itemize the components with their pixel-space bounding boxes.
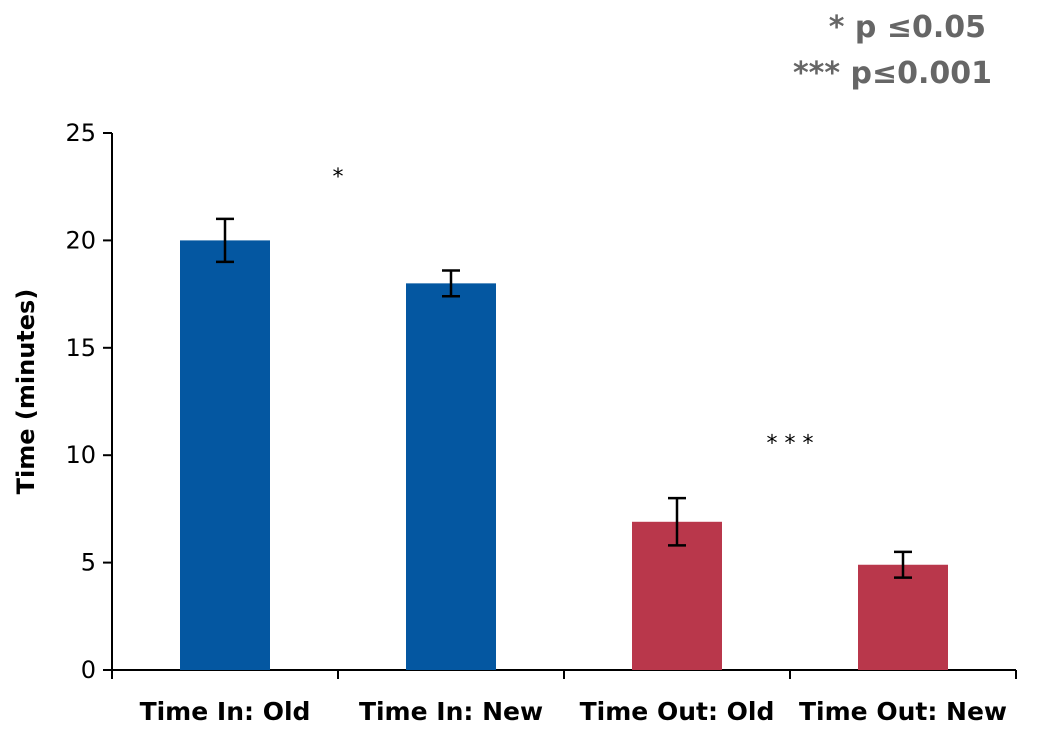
y-tick-label: 10 bbox=[65, 441, 96, 469]
y-axis: 0 5 10 15 20 25 bbox=[65, 119, 113, 684]
significance-legend-line-2: *** p≤0.001 bbox=[792, 56, 992, 91]
x-category-label: Time In: New bbox=[359, 697, 543, 726]
significance-annotation: * bbox=[333, 165, 344, 190]
y-tick-label: 25 bbox=[65, 119, 96, 147]
annotations: * * * * bbox=[333, 165, 814, 456]
x-category-label: Time Out: Old bbox=[580, 697, 775, 726]
y-tick-label: 15 bbox=[65, 334, 96, 362]
y-tick-label: 5 bbox=[81, 549, 96, 577]
x-axis: Time In: Old Time In: New Time Out: Old Tim… bbox=[111, 669, 1017, 726]
bar bbox=[180, 240, 270, 670]
bar bbox=[858, 564, 948, 670]
y-tick-label: 0 bbox=[81, 656, 96, 684]
x-category-label: Time In: Old bbox=[140, 697, 311, 726]
error-bars bbox=[216, 217, 912, 579]
y-tick-label: 20 bbox=[65, 226, 96, 254]
bars bbox=[180, 240, 948, 670]
significance-legend-line-1: * p ≤0.05 bbox=[828, 10, 986, 45]
y-axis-label: Time (minutes) bbox=[12, 289, 40, 495]
significance-annotation: * * * bbox=[767, 431, 814, 456]
bar bbox=[406, 283, 496, 670]
x-category-label: Time Out: New bbox=[799, 697, 1007, 726]
